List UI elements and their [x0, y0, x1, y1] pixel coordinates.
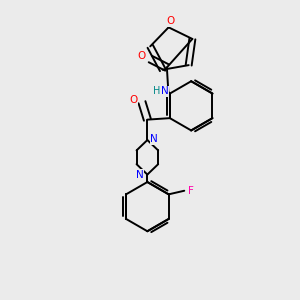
- Text: N: N: [161, 86, 169, 96]
- Text: H: H: [153, 86, 161, 96]
- Text: O: O: [138, 51, 146, 61]
- Text: N: N: [150, 134, 158, 144]
- Text: N: N: [136, 169, 144, 179]
- Text: O: O: [129, 95, 138, 105]
- Text: F: F: [188, 186, 194, 196]
- Text: O: O: [166, 16, 174, 26]
